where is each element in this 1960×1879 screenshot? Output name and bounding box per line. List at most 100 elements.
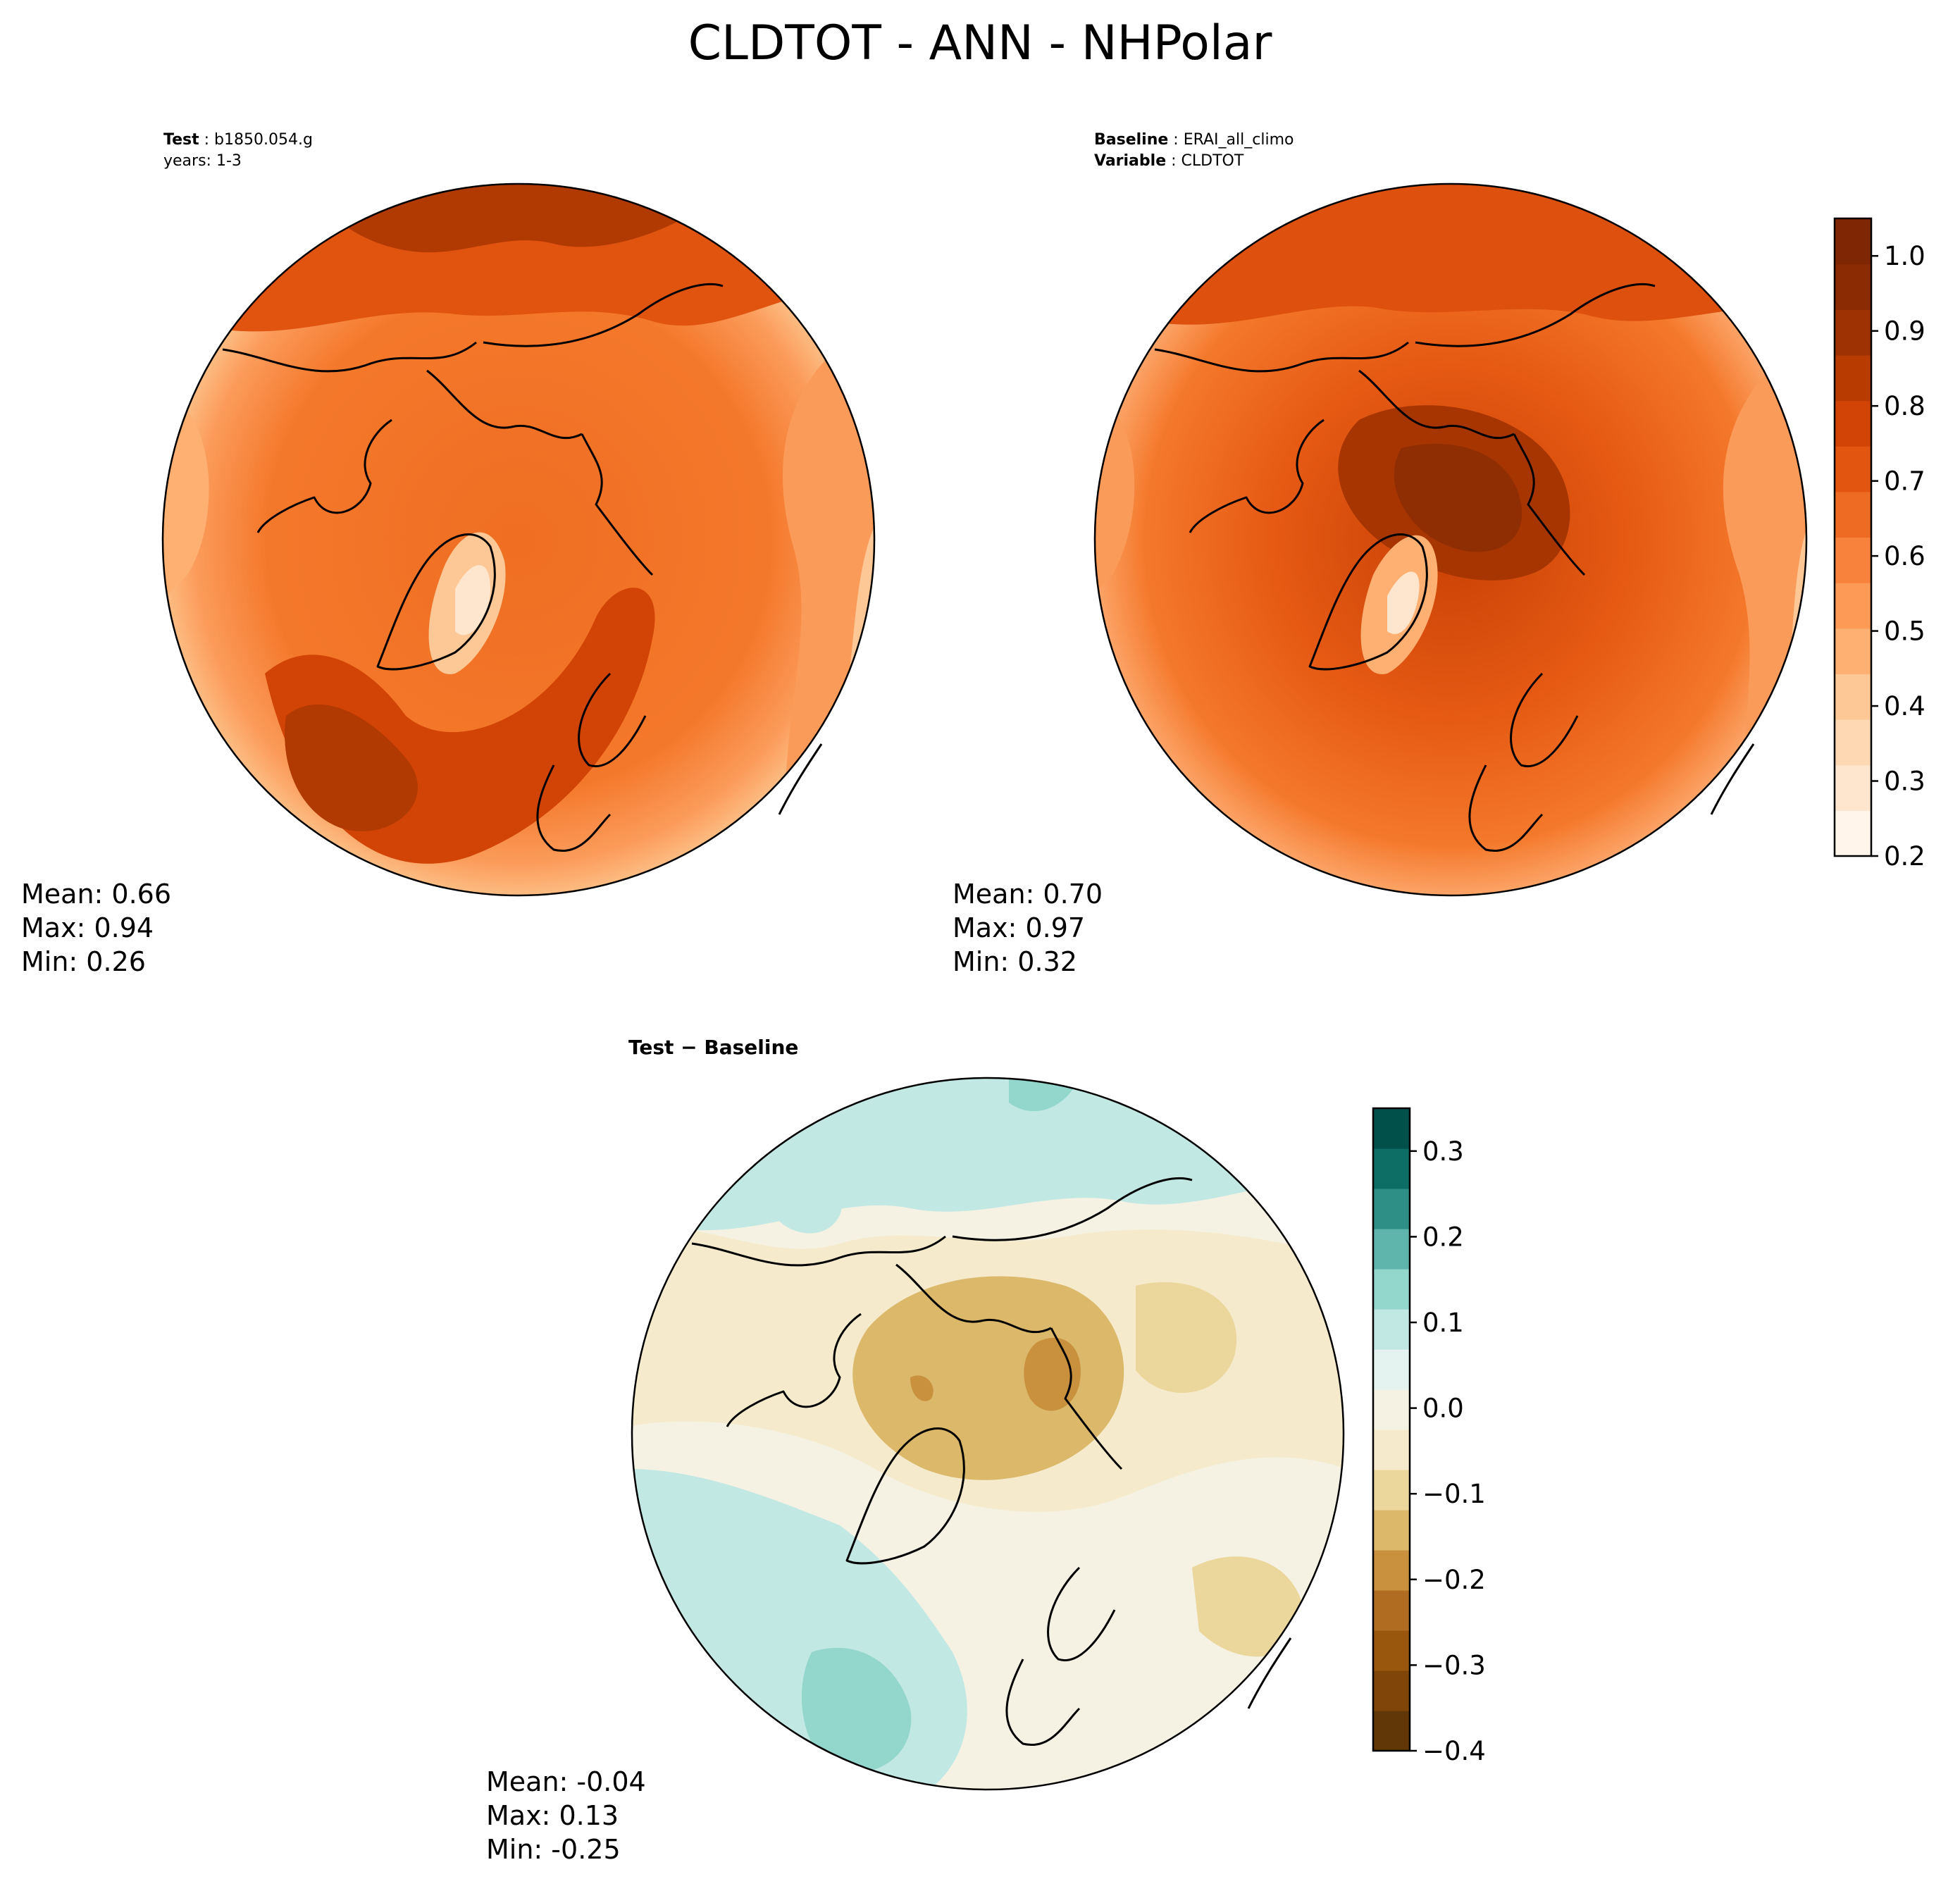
main-colorbar-tick-label: 0.8 [1884, 391, 1925, 421]
difference-colorbar-segment [1373, 1389, 1410, 1430]
test-field-atlantic-max [285, 704, 418, 831]
diff-field-arctic [852, 1276, 1124, 1480]
main-colorbar-segment [1835, 764, 1871, 811]
main-colorbar-tick-label: 0.4 [1884, 691, 1925, 721]
difference-colorbar-segment [1373, 1630, 1410, 1671]
diff-field-nw-teal [769, 1155, 843, 1234]
difference-mean: Mean: -0.04 [486, 1766, 646, 1797]
baseline-max: Max: 0.97 [953, 912, 1086, 943]
baseline-coast-scandinavia [1510, 672, 1579, 767]
difference-map-frame [631, 1077, 1345, 1791]
variable-label: Variable [1094, 152, 1167, 170]
diff-coast-canada [726, 1313, 862, 1427]
test-case-name: b1850.054.g [214, 131, 313, 149]
difference-colorbar-segment [1373, 1349, 1410, 1390]
main-colorbar-segment [1835, 537, 1871, 583]
test-coast-canada [256, 418, 392, 533]
difference-colorbar-tick-label: −0.3 [1422, 1650, 1486, 1680]
baseline-field-greenland-core [1387, 571, 1420, 634]
difference-colorbar-tick-label: −0.4 [1422, 1736, 1486, 1765]
main-colorbar-segment [1835, 674, 1871, 720]
variable-name: CLDTOT [1181, 152, 1244, 170]
difference-stats: Mean: -0.04 Max: 0.13 Min: -0.25 [486, 1765, 646, 1866]
baseline-map-frame [1093, 182, 1808, 897]
difference-colorbar-segment [1373, 1670, 1410, 1711]
test-coast-europe [536, 764, 612, 852]
main-colorbar: 0.2 0.3 0.4 0.5 0.6 0.7 0.8 0.9 1.0 [1833, 217, 1925, 872]
baseline-coast-asia-south [1710, 743, 1755, 815]
difference-colorbar-segment [1373, 1510, 1410, 1551]
difference-colorbar-tick-label: 0.3 [1422, 1136, 1464, 1167]
baseline-map [1093, 182, 1808, 897]
main-colorbar-segment [1835, 583, 1871, 629]
diff-field-siberia [1136, 1282, 1237, 1394]
main-colorbar-segment [1835, 218, 1871, 265]
baseline-min: Min: 0.32 [953, 946, 1077, 977]
diff-coast-asia-south [1247, 1637, 1292, 1709]
test-coast-siberia [581, 433, 654, 576]
diff-coast-arctic-west [895, 1263, 1052, 1334]
difference-colorbar-tick-label: 0.1 [1422, 1308, 1464, 1338]
main-colorbar-segment [1835, 354, 1871, 402]
baseline-field-arctic-max [1394, 443, 1522, 552]
main-colorbar-tick-label: 1.0 [1884, 241, 1925, 271]
baseline-coast-siberia-east [1415, 283, 1656, 347]
difference-colorbar-segment [1373, 1309, 1410, 1350]
main-colorbar-frame [1833, 217, 1873, 857]
baseline-case-name: ERAI_all_climo [1183, 131, 1294, 149]
baseline-coast-greenland [1308, 533, 1428, 671]
diff-coast-greenland [845, 1427, 965, 1565]
main-colorbar-segment [1835, 491, 1871, 538]
difference-colorbar-segment [1373, 1430, 1410, 1470]
difference-colorbar-segment [1373, 1229, 1410, 1270]
main-colorbar-segment [1835, 400, 1871, 447]
baseline-coast-alaska [1154, 341, 1409, 373]
main-colorbar-tick-label: 0.6 [1884, 541, 1925, 571]
test-stats: Mean: 0.66 Max: 0.94 Min: 0.26 [21, 877, 171, 979]
difference-colorbar-segment [1373, 1550, 1410, 1591]
diff-coast-europe [1005, 1658, 1081, 1747]
main-colorbar-segment [1835, 309, 1871, 356]
main-colorbar-tick-label: 0.3 [1884, 767, 1925, 797]
difference-colorbar-tick-label: 0.0 [1422, 1394, 1464, 1424]
test-coast-scandinavia [578, 672, 647, 767]
test-coast-siberia-east [483, 283, 724, 347]
main-colorbar-segment [1835, 446, 1871, 492]
difference-colorbar-segment [1373, 1108, 1410, 1149]
test-header: Test : b1850.054.g years: 1-3 [163, 130, 313, 172]
difference-colorbar-segment [1373, 1590, 1410, 1631]
main-colorbar-tick-label: 0.2 [1884, 841, 1925, 872]
difference-colorbar-segment [1373, 1470, 1410, 1511]
test-map [161, 182, 876, 897]
baseline-name-line: Baseline : ERAI_all_climo [1094, 131, 1294, 149]
test-coast-asia-south [778, 743, 823, 815]
test-coast-greenland [376, 533, 496, 671]
diff-coast-alaska [691, 1235, 946, 1267]
test-coast-alaska [222, 341, 477, 373]
baseline-mean: Mean: 0.70 [953, 879, 1103, 910]
diff-field-atlantic-max [801, 1647, 912, 1773]
diff-coast-siberia-east [952, 1177, 1193, 1241]
diff-coast-scandinavia [1047, 1566, 1116, 1661]
baseline-coast-arctic-west [1358, 369, 1515, 440]
baseline-field-n-pacific [1095, 184, 1806, 328]
baseline-stats: Mean: 0.70 Max: 0.97 Min: 0.32 [953, 877, 1103, 979]
test-field-greenland-core [455, 565, 490, 635]
difference-colorbar-segment [1373, 1189, 1410, 1229]
main-colorbar-segment [1835, 719, 1871, 766]
baseline-header: Baseline : ERAI_all_climo Variable : CLD… [1094, 130, 1294, 172]
difference-colorbar-tick-label: −0.1 [1422, 1479, 1486, 1509]
baseline-coast-europe [1468, 764, 1544, 852]
main-colorbar-tick-label: 0.5 [1884, 616, 1925, 647]
difference-colorbar-tick-label: 0.2 [1422, 1222, 1464, 1252]
difference-min: Min: -0.25 [486, 1834, 621, 1865]
difference-map [631, 1077, 1345, 1791]
test-coast-arctic-west [426, 369, 583, 440]
figure-title: CLDTOT - ANN - NHPolar [688, 15, 1272, 71]
diff-field-arctic-min-2 [910, 1375, 934, 1401]
baseline-coast-siberia [1513, 433, 1586, 576]
diff-field-asia [1192, 1556, 1305, 1657]
test-years: years: 1-3 [163, 152, 242, 170]
baseline-label: Baseline [1094, 131, 1169, 149]
difference-colorbar-tick-label: −0.2 [1422, 1565, 1486, 1595]
